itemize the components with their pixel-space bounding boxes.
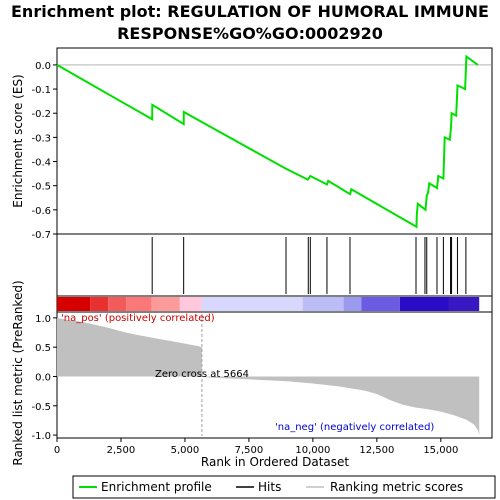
plot-title-line2: RESPONSE%GO%GO:0002920 bbox=[117, 24, 383, 43]
x-tick-label: 2,500 bbox=[107, 445, 136, 456]
legend-es-label: Enrichment profile bbox=[101, 480, 212, 494]
x-tick-label: 7,500 bbox=[235, 445, 264, 456]
es-y-tick-label: -0.5 bbox=[31, 182, 51, 193]
metric-y-tick-label: 0.0 bbox=[35, 372, 51, 383]
legend-box bbox=[72, 475, 496, 499]
neg-correlated-label: 'na_neg' (negatively correlated) bbox=[275, 422, 434, 433]
enrichment-profile-line bbox=[56, 54, 479, 229]
heatmap-segment bbox=[57, 297, 91, 311]
es-y-tick-label: -0.1 bbox=[31, 85, 51, 96]
es-y-tick-label: -0.3 bbox=[31, 133, 51, 144]
es-y-axis-label: Enrichment score (ES) bbox=[11, 74, 25, 207]
es-y-tick-label: -0.2 bbox=[31, 109, 51, 120]
metric-y-tick-label: 1.0 bbox=[35, 314, 51, 325]
heatmap-segment bbox=[90, 297, 109, 311]
x-tick-label: 5,000 bbox=[171, 445, 200, 456]
x-tick-label: 15,000 bbox=[423, 445, 458, 456]
heatmap-segment bbox=[343, 297, 362, 311]
legend-hits-label: Hits bbox=[258, 480, 281, 494]
x-axis-label: Rank in Ordered Dataset bbox=[201, 455, 349, 469]
plot-title-line1: Enrichment plot: REGULATION OF HUMORAL I… bbox=[11, 2, 489, 21]
es-y-tick-label: -0.6 bbox=[31, 206, 51, 217]
x-tick-label: 0 bbox=[54, 445, 60, 456]
heatmap-segment bbox=[302, 297, 344, 311]
heatmap-segment bbox=[201, 297, 303, 311]
metric-y-tick-label: -1.0 bbox=[31, 431, 51, 442]
x-tick-label: 10,000 bbox=[295, 445, 330, 456]
heatmap-segment bbox=[448, 297, 480, 311]
x-tick-label: 12,500 bbox=[359, 445, 394, 456]
x-axis: 0 2,500 5,000 7,500 10,000 12,500 15,000 bbox=[54, 438, 458, 456]
es-y-tick-label: 0.0 bbox=[35, 61, 51, 72]
pos-correlated-label: 'na_pos' (positively correlated) bbox=[61, 313, 215, 324]
metric-y-axis: 1.0 0.5 0.0 -0.5 -1.0 bbox=[31, 314, 57, 442]
heatmap-segment bbox=[126, 297, 152, 311]
es-y-tick-label: -0.7 bbox=[31, 230, 51, 241]
metric-y-tick-label: 0.5 bbox=[35, 343, 51, 354]
heatmap-segment bbox=[179, 297, 202, 311]
ranking-metric-area bbox=[57, 317, 480, 436]
heatmap-segment bbox=[151, 297, 180, 311]
hits-layer bbox=[151, 237, 467, 294]
heatmap-segment bbox=[361, 297, 400, 311]
metric-layer bbox=[57, 314, 480, 436]
metric-y-tick-label: -0.5 bbox=[31, 402, 51, 413]
heatmap-segment bbox=[108, 297, 127, 311]
es-y-tick-label: -0.4 bbox=[31, 158, 51, 169]
legend-metric-label: Ranking metric scores bbox=[330, 480, 463, 494]
es-line-layer bbox=[56, 54, 492, 229]
heatmap-segment bbox=[399, 297, 449, 311]
es-y-axis: 0.0 -0.1 -0.2 -0.3 -0.4 -0.5 -0.6 -0.7 bbox=[31, 61, 57, 241]
metric-y-axis-label: Ranked list metric (PreRanked) bbox=[11, 280, 25, 465]
heatmap-layer bbox=[57, 297, 480, 311]
zero-cross-label: Zero cross at 5664 bbox=[155, 369, 249, 380]
